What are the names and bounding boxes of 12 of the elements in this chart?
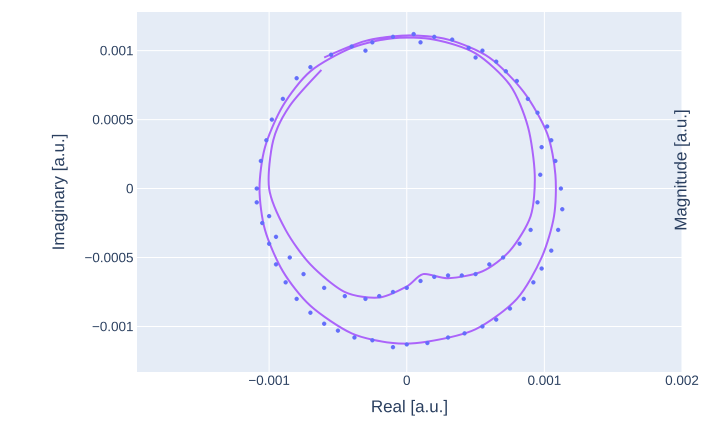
y-tick-label: 0.001 xyxy=(100,46,133,56)
x-tick-label: 0.001 xyxy=(528,376,561,386)
y2-axis-title: Magnitude [a.u.] xyxy=(674,110,690,230)
y-tick-label: 0.0005 xyxy=(92,114,133,124)
y-tick-label: 0 xyxy=(126,184,133,194)
x-tick-label: −0.001 xyxy=(249,376,290,386)
y-tick-label: −0.0005 xyxy=(85,252,133,262)
x-tick-label: 0.002 xyxy=(666,376,698,386)
x-axis-title: Real [a.u.] xyxy=(372,400,447,416)
y-tick-label: −0.001 xyxy=(92,322,133,332)
y-axis-title: Imaginary [a.u.] xyxy=(52,134,68,249)
x-tick-label: 0 xyxy=(404,376,410,386)
